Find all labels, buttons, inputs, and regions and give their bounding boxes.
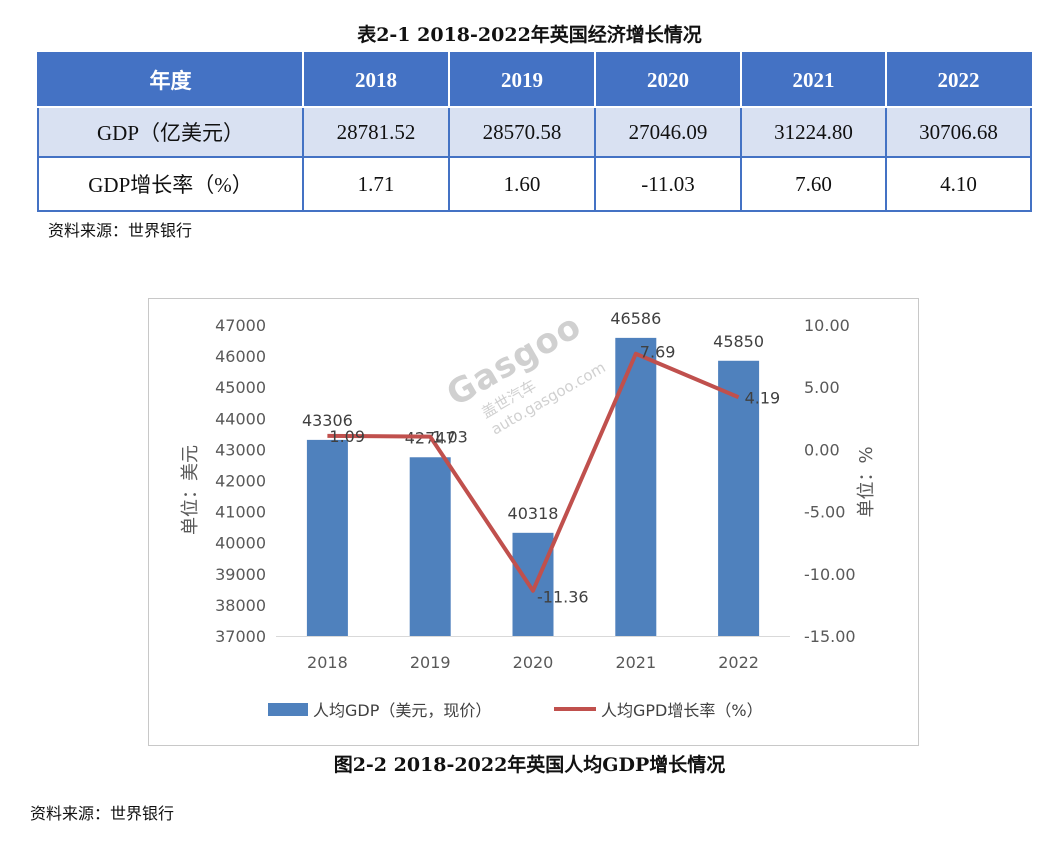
chart-caption: 图2-2 2018-2022年英国人均GDP增长情况 xyxy=(333,754,726,776)
x-tick-label: 2022 xyxy=(718,653,759,672)
x-tick-label: 2018 xyxy=(307,653,348,672)
x-tick-label: 2020 xyxy=(513,653,554,672)
table-cell: 30706.68 xyxy=(885,106,1032,158)
row-label: GDP（亿美元） xyxy=(37,106,304,158)
line-data-label: 7.69 xyxy=(640,343,676,362)
bar-data-label: 46586 xyxy=(610,309,661,328)
y-left-tick-label: 42000 xyxy=(215,472,266,491)
y-right-tick-label: 5.00 xyxy=(804,378,840,397)
line-data-label: -11.36 xyxy=(537,588,589,607)
growth-rate-line xyxy=(327,351,740,593)
row-label: GDP增长率（%） xyxy=(37,156,304,212)
table-cell: 27046.09 xyxy=(594,106,742,158)
bar-data-label: 43306 xyxy=(302,411,353,430)
header-cell: 2018 xyxy=(302,52,450,108)
table-title: 表2-1 2018-2022年英国经济增长情况 xyxy=(357,24,702,46)
table-source-note: 资料来源：世界银行 xyxy=(48,221,193,240)
y-left-axis-label: 单位：美元 xyxy=(180,445,201,535)
legend-line-label: 人均GPD增长率（%） xyxy=(601,701,763,720)
line-data-label: 1.03 xyxy=(432,428,468,447)
y-left-tick-label: 37000 xyxy=(215,627,266,646)
y-left-tick-label: 40000 xyxy=(215,534,266,553)
line-data-label: 4.19 xyxy=(745,388,781,407)
table-cell: 4.10 xyxy=(885,156,1032,212)
bar xyxy=(409,457,451,636)
y-left-tick-label: 43000 xyxy=(215,440,266,459)
table-cell: 7.60 xyxy=(740,156,887,212)
y-right-tick-label: -5.00 xyxy=(804,503,845,522)
y-left-tick-label: 44000 xyxy=(215,409,266,428)
header-cell: 2019 xyxy=(448,52,596,108)
bar xyxy=(718,360,760,636)
x-tick-label: 2019 xyxy=(410,653,451,672)
table-row: GDP增长率（%） 1.71 1.60 -11.03 7.60 4.10 xyxy=(37,156,1032,212)
chart-source-note: 资料来源：世界银行 xyxy=(30,804,175,823)
x-tick-label: 2021 xyxy=(615,653,656,672)
chart-frame xyxy=(148,298,919,746)
legend-bar-swatch xyxy=(268,703,308,716)
header-cell: 2020 xyxy=(594,52,742,108)
header-cell: 2021 xyxy=(740,52,887,108)
header-cell: 2022 xyxy=(885,52,1032,108)
y-right-tick-label: 10.00 xyxy=(804,316,850,335)
bar-data-label: 40318 xyxy=(508,504,559,523)
bar-data-label: 45850 xyxy=(713,332,764,351)
gdp-table: 年度 2018 2019 2020 2021 2022 GDP（亿美元） 287… xyxy=(37,52,1032,212)
y-left-tick-label: 46000 xyxy=(215,347,266,366)
y-right-axis-label: 单位：% xyxy=(856,446,877,517)
legend-bar-label: 人均GDP（美元，现价） xyxy=(313,701,491,720)
table-cell: -11.03 xyxy=(594,156,742,212)
table-row: GDP（亿美元） 28781.52 28570.58 27046.09 3122… xyxy=(37,106,1032,158)
table-cell: 1.60 xyxy=(448,156,596,212)
y-left-tick-label: 47000 xyxy=(215,316,266,335)
y-left-tick-label: 38000 xyxy=(215,596,266,615)
table-cell: 28781.52 xyxy=(302,106,450,158)
y-left-tick-label: 39000 xyxy=(215,565,266,584)
header-cell: 年度 xyxy=(37,52,304,108)
bar xyxy=(306,439,348,636)
line-data-label: 1.09 xyxy=(329,427,365,446)
y-left-tick-label: 41000 xyxy=(215,503,266,522)
y-right-tick-label: -15.00 xyxy=(804,627,856,646)
table-cell: 1.71 xyxy=(302,156,450,212)
y-left-tick-label: 45000 xyxy=(215,378,266,397)
table-cell: 28570.58 xyxy=(448,106,596,158)
bar xyxy=(512,532,554,636)
table-header-row: 年度 2018 2019 2020 2021 2022 xyxy=(37,52,1032,108)
y-right-tick-label: -10.00 xyxy=(804,565,856,584)
table-cell: 31224.80 xyxy=(740,106,887,158)
y-right-tick-label: 0.00 xyxy=(804,440,840,459)
